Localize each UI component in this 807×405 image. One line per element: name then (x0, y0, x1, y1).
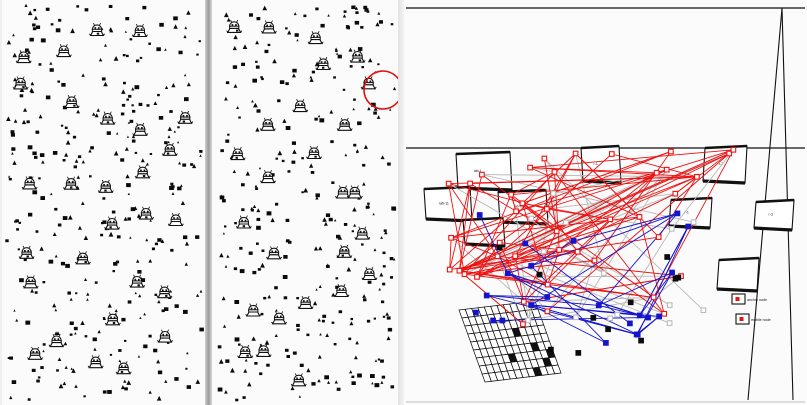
agent-robot-icon[interactable] (229, 147, 246, 161)
agent-robot-icon[interactable] (138, 206, 154, 220)
agent-robot-icon[interactable] (131, 23, 148, 38)
agent-robot-icon[interactable] (167, 212, 184, 227)
agent-robot-icon[interactable] (63, 176, 79, 190)
agent-robot-icon[interactable] (271, 311, 288, 325)
legend-entry-1[interactable]: anchor node (731, 293, 767, 305)
agent-robot-icon[interactable] (22, 275, 39, 289)
agent-robot-icon[interactable] (115, 361, 132, 375)
swarm-view-right[interactable] (212, 0, 398, 405)
agent-robot-icon[interactable] (336, 244, 353, 258)
swarm-view-left[interactable] (2, 0, 205, 405)
agent-robot-icon[interactable] (15, 50, 32, 64)
agent-robot-icon[interactable] (266, 246, 282, 260)
legend-label: anchor node (747, 298, 767, 302)
room-box-1[interactable]: lab-1 (455, 150, 513, 192)
obstacle-cloud (5, 3, 204, 401)
swarm-canvas-right (212, 0, 398, 405)
red-nodes[interactable] (445, 146, 737, 327)
obstacle-cloud (217, 5, 397, 402)
agent-robot-icon[interactable] (132, 122, 149, 136)
panel-gap (398, 0, 404, 405)
legend-label: mobile node (751, 318, 771, 322)
agent-layer (226, 19, 378, 387)
agent-robot-icon[interactable] (354, 226, 371, 240)
network-3d-view[interactable]: lab-1 r-1 r-7 lab-11 lab-mp-1 r-1 r-3 anchor no… (404, 0, 807, 405)
network-3d-canvas: lab-1 r-1 r-7 lab-11 lab-mp-1 r-1 r-3 anchor no… (404, 0, 807, 405)
agent-robot-icon[interactable] (12, 76, 29, 90)
agent-robot-icon[interactable] (104, 312, 121, 326)
agent-robot-icon[interactable] (260, 170, 276, 184)
agent-robot-icon[interactable] (177, 110, 194, 124)
agent-robot-icon[interactable] (87, 355, 104, 369)
agent-robot-icon[interactable] (157, 329, 173, 343)
agent-robot-icon[interactable] (237, 344, 254, 359)
agent-robot-icon[interactable] (55, 44, 72, 58)
agent-robot-icon[interactable] (156, 285, 173, 299)
agent-robot-icon[interactable] (27, 346, 44, 360)
agent-robot-icon[interactable] (129, 274, 146, 288)
swarm-canvas-left (2, 0, 205, 405)
network-links (448, 149, 734, 344)
agent-robot-icon[interactable] (361, 266, 378, 281)
agent-robot-icon[interactable] (349, 49, 366, 63)
room-label: lab-1 (474, 169, 482, 173)
agent-robot-icon[interactable] (336, 117, 353, 131)
floor-grid-mesh[interactable] (458, 300, 562, 383)
black-nodes[interactable] (496, 244, 682, 356)
agent-robot-icon[interactable] (74, 251, 91, 265)
agent-layer (12, 22, 194, 375)
agent-robot-icon[interactable] (292, 99, 309, 113)
agent-robot-icon[interactable] (245, 303, 262, 317)
agent-robot-icon[interactable] (97, 179, 114, 193)
agent-robot-icon[interactable] (307, 31, 324, 45)
agent-robot-icon[interactable] (259, 117, 276, 131)
agent-robot-icon[interactable] (260, 20, 277, 34)
agent-robot-icon[interactable] (333, 283, 350, 298)
agent-robot-icon[interactable] (255, 343, 272, 357)
room-label: r-3 (769, 213, 773, 217)
highlighted-agent-circle[interactable] (363, 70, 398, 110)
blue-nodes[interactable] (473, 210, 692, 346)
agent-robot-icon[interactable] (99, 111, 116, 125)
room-box-7[interactable]: r-3 (753, 198, 795, 232)
agent-robot-icon[interactable] (306, 145, 322, 160)
room-label: lab-11 (439, 202, 449, 206)
room-label: lab-mp-1 (514, 205, 528, 209)
gray-nodes[interactable] (525, 190, 707, 326)
agent-robot-icon[interactable] (21, 176, 38, 190)
agent-robot-icon[interactable] (161, 142, 178, 156)
agent-robot-icon[interactable] (235, 215, 252, 229)
legend: anchor node mobile node (731, 293, 771, 325)
network-nodes[interactable] (445, 146, 737, 356)
agent-robot-icon[interactable] (89, 22, 105, 37)
room-label: r-1 (594, 162, 598, 166)
legend-entry-2[interactable]: mobile node (735, 313, 771, 325)
agent-robot-icon[interactable] (297, 295, 314, 309)
agent-robot-icon[interactable] (48, 334, 65, 348)
agent-robot-icon[interactable] (315, 56, 332, 71)
red-links (448, 149, 734, 325)
agent-robot-icon[interactable] (63, 94, 80, 109)
agent-robot-icon[interactable] (104, 216, 121, 230)
agent-robot-icon[interactable] (226, 19, 243, 33)
room-box-4[interactable]: lab-11 (423, 185, 473, 223)
agent-robot-icon[interactable] (18, 245, 35, 259)
agent-robot-icon[interactable] (290, 373, 307, 387)
room-label: r-7 (719, 162, 723, 166)
room-box-9[interactable] (716, 256, 760, 293)
agent-robot-icon[interactable] (346, 185, 363, 199)
agent-robot-icon[interactable] (134, 165, 151, 179)
panel-divider (205, 0, 212, 405)
room-label: r-1 (685, 211, 689, 215)
